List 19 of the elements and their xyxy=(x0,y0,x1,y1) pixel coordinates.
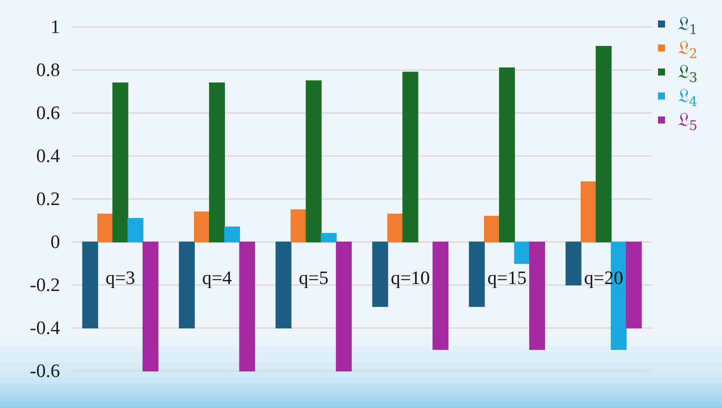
y-tick-label: 0.8 xyxy=(36,60,60,80)
x-tick-label: q=10 xyxy=(390,268,430,288)
y-tick-label: 0.2 xyxy=(36,188,60,210)
legend-label: 𝔏$_{5}$ xyxy=(678,109,698,134)
legend-label: 𝔏$_{3}$ xyxy=(678,61,698,86)
x-tick-label: q=3 xyxy=(105,268,136,288)
y-tick-label: 1 xyxy=(50,16,60,38)
x-tick-label: q=4 xyxy=(202,268,232,288)
y-tick-label: 0.6 xyxy=(36,102,60,124)
legend-label: 𝔏$_{4}$ xyxy=(678,85,698,110)
y-tick-label: 0.4 xyxy=(36,146,60,166)
y-tick-label: -0.2 xyxy=(30,274,60,296)
legend-label: 𝔏$_{1}$ xyxy=(678,13,698,38)
x-tick-label: q=5 xyxy=(298,268,329,288)
y-tick-label: -0.6 xyxy=(30,360,60,382)
legend-label: 𝔏$_{2}$ xyxy=(678,37,698,62)
x-tick-label: q=15 xyxy=(487,268,527,288)
y-tick-label: 0 xyxy=(50,232,60,252)
y-tick-label: -0.4 xyxy=(30,318,60,338)
